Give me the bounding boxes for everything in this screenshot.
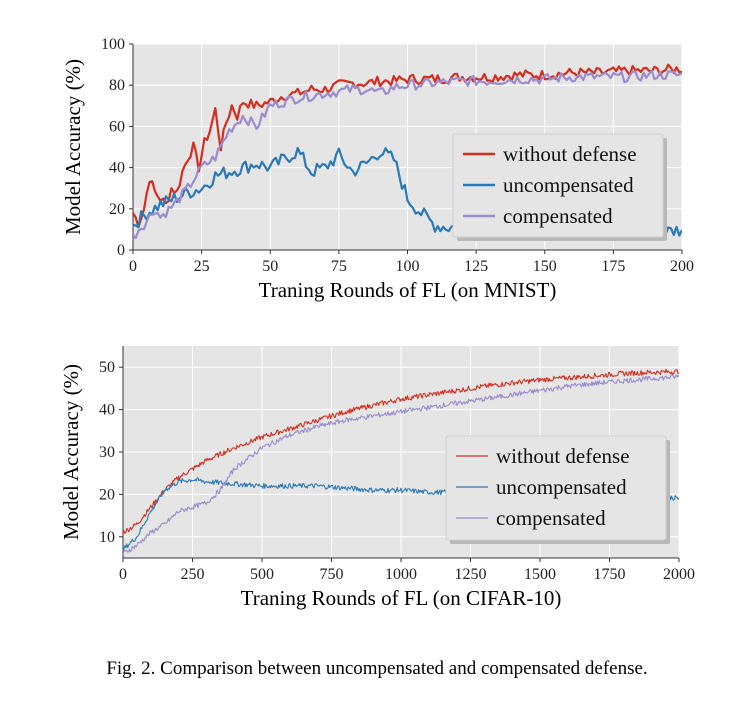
y-tick-label: 60 xyxy=(109,118,125,135)
x-tick-label: 750 xyxy=(320,566,344,583)
x-axis-label: Traning Rounds of FL (on MNIST) xyxy=(259,278,557,302)
x-axis-label: Traning Rounds of FL (on CIFAR-10) xyxy=(241,586,562,610)
series-line-compensated xyxy=(123,374,679,555)
y-tick-label: 10 xyxy=(99,529,115,546)
chart-2: 0 250 500 750 1000 1250 1500 1750 2000 10 20 30 40 50… xyxy=(59,346,695,610)
y-tick-label: 20 xyxy=(109,201,125,218)
legend: without defense uncompensated compensated xyxy=(445,435,670,544)
x-tick-label: 150 xyxy=(533,258,557,275)
series-line-without-defense xyxy=(133,63,682,229)
y-axis-label: Model Accuracy (%) xyxy=(61,59,85,235)
x-tick-label: 1500 xyxy=(524,566,556,583)
figure-caption: Fig. 2. Comparison between uncompensated… xyxy=(106,658,648,679)
x-tick-label: 175 xyxy=(601,258,625,275)
x-tick-label: 500 xyxy=(250,566,274,583)
x-tick-label: 125 xyxy=(464,258,488,275)
chart-1: 0 25 50 75 100 125 150 175 200 0 20 40 60 80 100 Tranin… xyxy=(61,36,694,302)
legend-label: uncompensated xyxy=(496,475,627,499)
x-tick-label: 0 xyxy=(119,566,127,583)
x-tick-label: 1750 xyxy=(594,566,626,583)
y-tick-label: 0 xyxy=(117,242,125,259)
y-tick-label: 20 xyxy=(99,486,115,503)
y-tick-label: 100 xyxy=(101,36,125,53)
legend-box xyxy=(445,435,667,541)
legend-label: without defense xyxy=(503,142,637,166)
x-tick-label: 75 xyxy=(331,258,347,275)
y-axis-label: Model Accuracy (%) xyxy=(59,364,83,540)
y-tick-label: 30 xyxy=(99,444,115,461)
y-tick-label: 40 xyxy=(109,160,125,177)
series-line-compensated xyxy=(133,69,682,240)
legend-label: compensated xyxy=(503,204,613,228)
x-tick-label: 25 xyxy=(194,258,210,275)
series-line-without-defense xyxy=(123,368,679,535)
x-tick-label: 200 xyxy=(670,258,694,275)
x-tick-label: 0 xyxy=(129,258,137,275)
legend-label: uncompensated xyxy=(503,173,634,197)
legend-label: without defense xyxy=(496,444,630,468)
legend: without defense uncompensated compensated xyxy=(452,133,667,241)
x-tick-label: 2000 xyxy=(663,566,695,583)
legend-label: compensated xyxy=(496,506,606,530)
x-tick-label: 1250 xyxy=(455,566,487,583)
x-tick-label: 1000 xyxy=(385,566,417,583)
x-tick-label: 50 xyxy=(262,258,278,275)
x-tick-label: 100 xyxy=(396,258,420,275)
legend-box xyxy=(452,133,664,238)
y-tick-label: 50 xyxy=(99,359,115,376)
x-tick-label: 250 xyxy=(181,566,205,583)
y-tick-label: 40 xyxy=(99,402,115,419)
y-tick-label: 80 xyxy=(109,77,125,94)
